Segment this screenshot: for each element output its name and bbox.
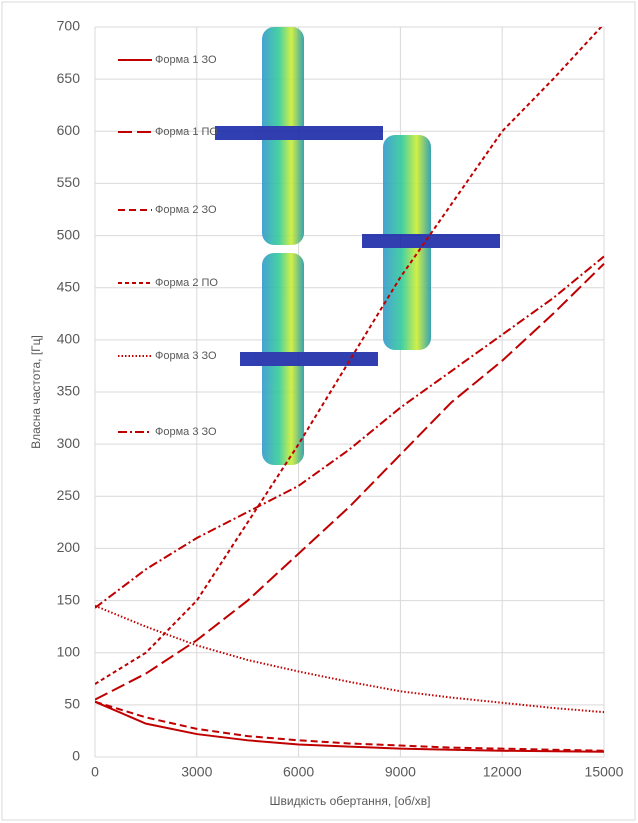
y-tick-label: 200 [57, 539, 81, 555]
legend-label: Форма 2 ЗО [155, 204, 217, 216]
x-tick-label: 3000 [181, 764, 212, 780]
y-tick-label: 650 [57, 70, 81, 86]
x-tick-label: 12000 [483, 764, 522, 780]
x-axis-title: Швидкість обертання, [об/хв] [270, 794, 431, 808]
y-tick-label: 350 [57, 383, 81, 399]
legend-label: Форма 3 ЗО [155, 350, 217, 362]
y-tick-label: 700 [57, 18, 81, 34]
y-tick-label: 50 [64, 696, 80, 712]
x-tick-label: 0 [91, 764, 99, 780]
y-tick-label: 0 [72, 748, 80, 764]
y-tick-label: 100 [57, 643, 81, 659]
y-tick-label: 500 [57, 226, 81, 242]
y-tick-label: 400 [57, 331, 81, 347]
chart: Власна частота, [Гц] Швидкість обертання… [0, 0, 638, 823]
y-tick-label: 150 [57, 591, 81, 607]
x-tick-label: 6000 [283, 764, 314, 780]
legend-label: Форма 1 ЗО [155, 54, 217, 66]
y-tick-label: 450 [57, 278, 81, 294]
y-tick-label: 550 [57, 174, 81, 190]
y-tick-label: 250 [57, 487, 81, 503]
legend-label: Форма 2 ПО [155, 277, 218, 289]
x-tick-label: 9000 [385, 764, 416, 780]
legend-label: Форма 1 ПО [155, 126, 218, 138]
x-tick-label: 15000 [585, 764, 624, 780]
y-tick-label: 300 [57, 435, 81, 451]
y-tick-label: 600 [57, 122, 81, 138]
legend-label: Форма 3 ЗО [155, 426, 217, 438]
y-axis-title: Власна частота, [Гц] [29, 335, 43, 449]
